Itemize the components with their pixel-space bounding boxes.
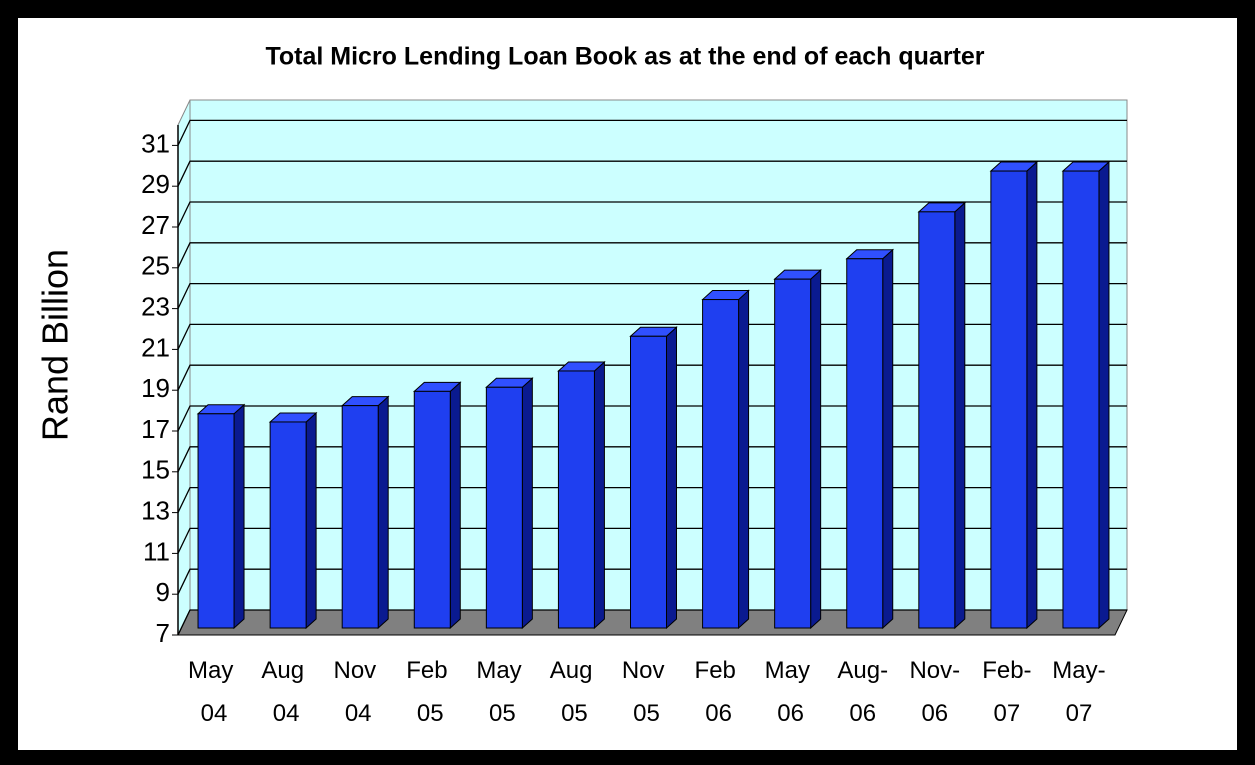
y-tick-label: 29 xyxy=(141,169,170,199)
x-tick-label-line: 07 xyxy=(1066,700,1093,727)
x-tick-label-line: 05 xyxy=(417,700,444,727)
bar-side xyxy=(521,377,533,630)
bar-side xyxy=(305,411,317,630)
y-tick-label: 11 xyxy=(143,536,170,566)
x-tick-label-line: May- xyxy=(1052,657,1105,684)
chart-title: Total Micro Lending Loan Book as at the … xyxy=(265,43,984,71)
x-tick-label: Feb- 07 xyxy=(982,657,1031,727)
x-tick-label-line: 06 xyxy=(705,700,732,727)
y-tick-label: 23 xyxy=(141,291,170,321)
bar-front xyxy=(702,299,740,629)
x-tick-label: Nov- 06 xyxy=(909,657,960,727)
bar-side xyxy=(954,201,966,630)
y-tick-label: 15 xyxy=(141,455,170,485)
bar-side xyxy=(1098,160,1110,630)
x-tick-label: May- 07 xyxy=(1052,657,1105,727)
y-tick-label: 9 xyxy=(156,577,170,607)
x-tick-label: Aug 05 xyxy=(550,657,599,727)
x-tick-label: Nov 04 xyxy=(334,657,383,727)
x-tick-label: Aug 04 xyxy=(261,657,310,727)
bar-front xyxy=(1062,170,1100,629)
x-tick-label-line: Feb xyxy=(406,657,454,684)
x-tick-label: Feb 05 xyxy=(406,657,454,727)
x-tick-label-line: Aug xyxy=(261,657,310,684)
x-tick-label-line: 07 xyxy=(994,700,1021,727)
grid-line xyxy=(177,119,1127,146)
x-tick-label-line: 04 xyxy=(273,700,300,727)
bar xyxy=(268,411,318,630)
bar xyxy=(917,201,967,630)
y-tick-label: 27 xyxy=(141,210,170,240)
bar-front xyxy=(413,390,451,629)
bar-front xyxy=(918,211,956,629)
x-tick-label-line: Aug- xyxy=(837,657,888,684)
bar xyxy=(701,289,750,630)
bar-front xyxy=(485,386,523,629)
x-tick-label-line: Nov xyxy=(622,657,671,684)
grid-line xyxy=(177,201,1127,228)
bar-side xyxy=(666,326,677,630)
x-tick-label-line: 06 xyxy=(849,700,876,727)
y-tick-label: 19 xyxy=(141,373,170,403)
bar xyxy=(629,326,678,630)
x-tick-label-line: 04 xyxy=(201,700,228,727)
bar-front xyxy=(197,413,235,629)
bar xyxy=(773,269,822,630)
x-tick-label-line: 05 xyxy=(489,700,516,727)
bar-front xyxy=(269,421,307,629)
x-tick-label: Feb 06 xyxy=(695,657,743,727)
x-tick-label: May 06 xyxy=(765,657,817,727)
bar xyxy=(412,381,462,630)
bar xyxy=(1061,160,1111,630)
bar-front xyxy=(557,370,595,629)
x-tick-label-line: 06 xyxy=(921,700,948,727)
bar-side xyxy=(738,289,750,630)
x-tick-label-line: 05 xyxy=(561,700,588,727)
bar-side xyxy=(810,269,822,630)
bar-side xyxy=(1026,160,1038,630)
y-tick-label: 31 xyxy=(141,128,170,158)
x-tick-label: Aug- 06 xyxy=(837,657,888,727)
x-tick-label-line: May xyxy=(188,657,240,684)
bar-front xyxy=(630,335,667,629)
bar xyxy=(485,377,534,630)
bar-front xyxy=(774,278,812,629)
y-tick-label: 17 xyxy=(141,414,170,444)
bar-side xyxy=(233,403,245,630)
x-tick-label-line: 05 xyxy=(633,700,660,727)
y-tick-label: 13 xyxy=(141,495,170,525)
y-tick-label: 7 xyxy=(156,618,170,648)
bar-side xyxy=(882,248,894,630)
bar xyxy=(557,360,606,630)
bar xyxy=(989,160,1039,630)
y-tick-label: 21 xyxy=(141,332,170,362)
bar xyxy=(340,395,390,630)
x-tick-label-line: Nov- xyxy=(909,657,960,684)
grid-line xyxy=(177,242,1127,269)
bar-side xyxy=(449,381,461,630)
bar-side xyxy=(377,395,389,630)
bar-front xyxy=(846,258,884,629)
bar-front xyxy=(341,405,379,629)
bar-front xyxy=(990,170,1028,629)
x-tick-label-line: Nov xyxy=(334,657,383,684)
x-tick-label-line: May xyxy=(765,657,817,684)
x-tick-label: Nov 05 xyxy=(622,657,671,727)
y-axis-label: Rand Billion xyxy=(35,249,76,441)
x-tick-label: May 05 xyxy=(476,657,528,727)
x-tick-label: May 04 xyxy=(188,657,240,727)
bar-side xyxy=(593,360,605,630)
bar xyxy=(845,248,895,630)
x-tick-label-line: Aug xyxy=(550,657,599,684)
x-tick-label-line: 06 xyxy=(777,700,804,727)
bar xyxy=(196,403,246,630)
x-tick-label-line: Feb- xyxy=(982,657,1031,684)
grid-line xyxy=(177,160,1127,187)
x-tick-label-line: May xyxy=(476,657,528,684)
x-tick-label-line: 04 xyxy=(345,700,372,727)
x-tick-label-line: Feb xyxy=(695,657,743,684)
y-tick-label: 25 xyxy=(141,251,170,281)
